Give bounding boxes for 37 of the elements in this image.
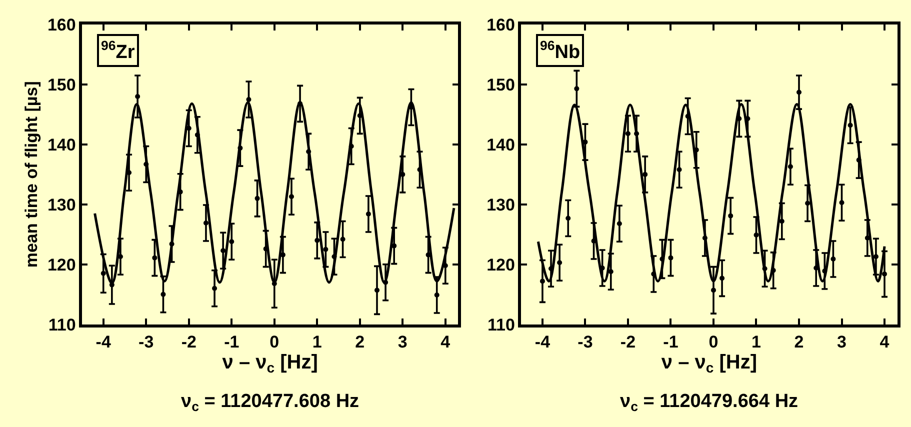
x-tick-label: 0 bbox=[270, 332, 280, 352]
y-tick-label: 110 bbox=[488, 315, 515, 334]
x-tick-label: 1 bbox=[312, 332, 322, 352]
text: $^{96}$Zr bbox=[101, 38, 136, 63]
y-tick-label: 130 bbox=[486, 195, 515, 214]
x-tick-label: -1 bbox=[224, 332, 240, 352]
x-tick-label: -4 bbox=[96, 332, 112, 352]
y-tick-label: 120 bbox=[486, 255, 515, 274]
x-tick-label: 0 bbox=[708, 332, 718, 352]
y-tick-label: 110 bbox=[48, 315, 76, 334]
x-tick-label: 3 bbox=[837, 332, 846, 352]
y-tick-label: 120 bbox=[47, 255, 76, 274]
y-tick-label: 140 bbox=[47, 135, 76, 154]
y-tick-label: 140 bbox=[486, 135, 515, 154]
x-tick-label: 4 bbox=[880, 332, 890, 352]
y-tick-label: 150 bbox=[47, 75, 76, 94]
x-tick-label: 2 bbox=[794, 332, 804, 352]
text: ν$_{c}$ = 1120477.608 Hz bbox=[181, 391, 360, 414]
x-tick-label: -4 bbox=[534, 332, 551, 352]
x-tick-label: -3 bbox=[578, 332, 593, 352]
x-tick-label: -1 bbox=[663, 332, 678, 352]
x-tick-label: 3 bbox=[398, 332, 408, 352]
text: $^{96}$Nb bbox=[540, 38, 580, 63]
x-axis-title: ν – ν$_{c}$ [Hz] bbox=[661, 352, 758, 376]
x-tick-label: 2 bbox=[355, 332, 365, 352]
x-tick-label: -2 bbox=[620, 332, 636, 352]
x-axis-title: ν – ν$_{c}$ [Hz] bbox=[222, 352, 318, 376]
text: ν$_{c}$ = 1120479.664 Hz bbox=[620, 391, 798, 414]
x-tick-label: 1 bbox=[752, 332, 761, 352]
y-tick-label: 160 bbox=[486, 15, 515, 34]
x-tick-label: 4 bbox=[440, 332, 451, 352]
y-tick-label: 160 bbox=[47, 15, 76, 34]
x-tick-label: -2 bbox=[181, 332, 196, 352]
y-tick-label: 150 bbox=[486, 75, 515, 94]
y-tick-label: 130 bbox=[47, 195, 76, 214]
x-tick-label: -3 bbox=[138, 332, 154, 352]
y-axis-title: mean time of flight [µs] bbox=[22, 81, 42, 268]
